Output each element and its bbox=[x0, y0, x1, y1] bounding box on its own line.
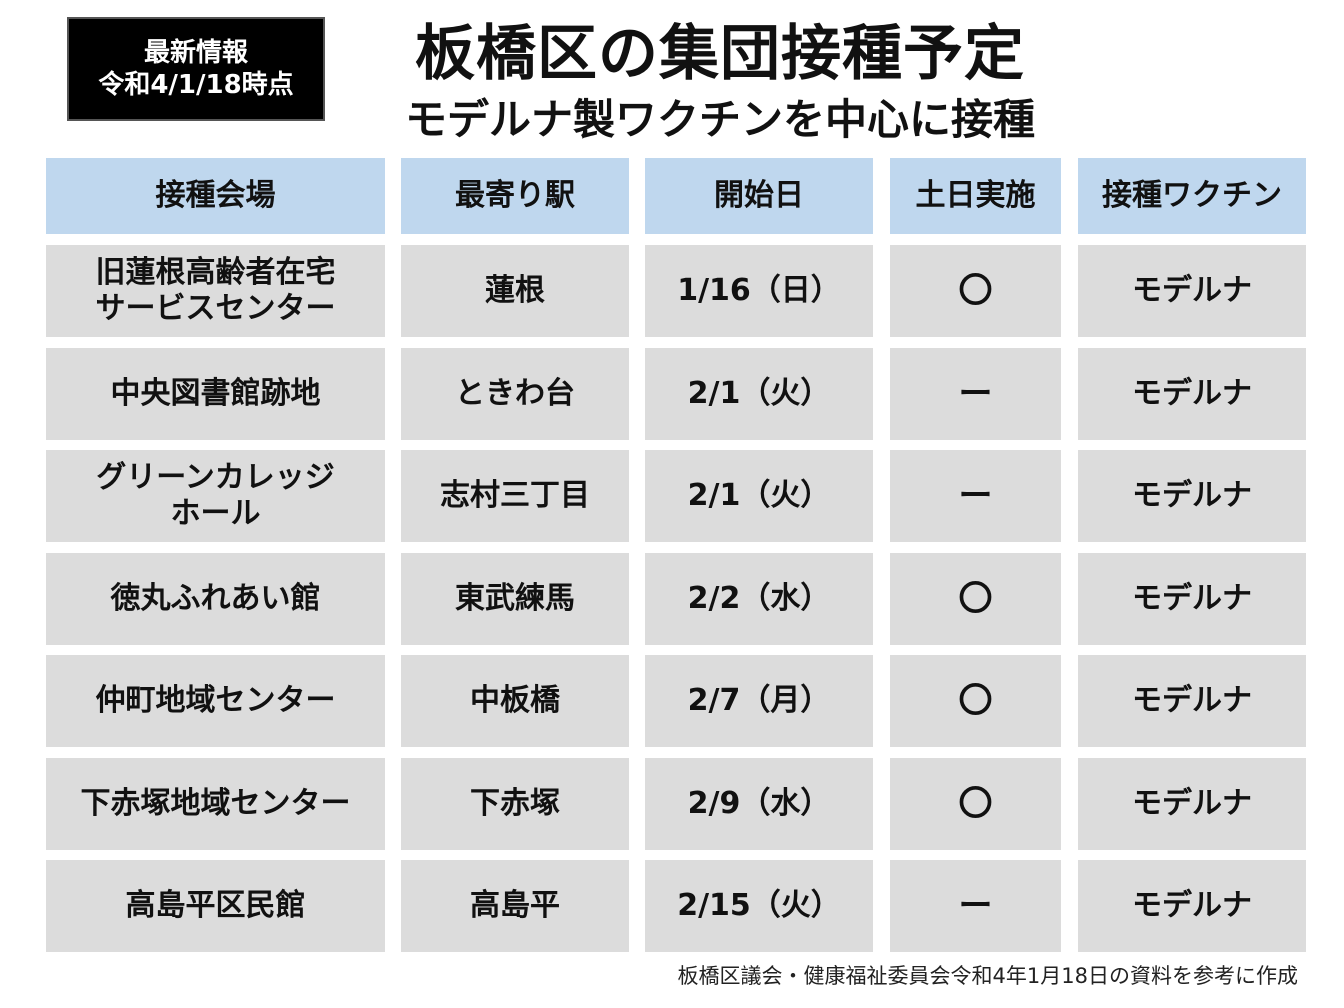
badge-label: 最新情報 bbox=[143, 37, 248, 68]
cell-venue: グリーンカレッジ ホール bbox=[46, 450, 385, 542]
cell-start-date: 2/9（水） bbox=[645, 758, 873, 850]
cell-venue: 高島平区民館 bbox=[46, 860, 385, 952]
cell-start-date: 2/1（火） bbox=[645, 348, 873, 440]
header-start-date: 開始日 bbox=[645, 158, 873, 234]
cell-start-date: 2/7（月） bbox=[645, 655, 873, 747]
cell-station: 高島平 bbox=[401, 860, 629, 952]
badge-date: 令和4/1/18時点 bbox=[98, 70, 294, 100]
cell-start-date: 2/2（水） bbox=[645, 553, 873, 645]
cell-start-date: 2/1（火） bbox=[645, 450, 873, 542]
cell-station: 下赤塚 bbox=[401, 758, 629, 850]
cell-station: ときわ台 bbox=[401, 348, 629, 440]
cell-start-date: 1/16（日） bbox=[645, 245, 873, 337]
cell-vaccine: モデルナ bbox=[1078, 655, 1306, 747]
cell-venue: 旧蓮根高齢者在宅 サービスセンター bbox=[46, 245, 385, 337]
cell-start-date: 2/15（火） bbox=[645, 860, 873, 952]
cell-weekend: ー bbox=[890, 860, 1061, 952]
cell-vaccine: モデルナ bbox=[1078, 553, 1306, 645]
cell-venue: 下赤塚地域センター bbox=[46, 758, 385, 850]
cell-station: 蓮根 bbox=[401, 245, 629, 337]
cell-weekend: ー bbox=[890, 348, 1061, 440]
source-note: 板橋区議会・健康福祉委員会令和4年1月18日の資料を参考に作成 bbox=[677, 964, 1298, 988]
cell-weekend: ー bbox=[890, 450, 1061, 542]
cell-vaccine: モデルナ bbox=[1078, 450, 1306, 542]
cell-weekend: 〇 bbox=[890, 245, 1061, 337]
header-station: 最寄り駅 bbox=[401, 158, 629, 234]
cell-venue: 仲町地域センター bbox=[46, 655, 385, 747]
cell-venue: 中央図書館跡地 bbox=[46, 348, 385, 440]
cell-station: 東武練馬 bbox=[401, 553, 629, 645]
cell-vaccine: モデルナ bbox=[1078, 860, 1306, 952]
cell-weekend: 〇 bbox=[890, 655, 1061, 747]
page-subtitle: モデルナ製ワクチンを中心に接種 bbox=[404, 95, 1035, 144]
header-venue: 接種会場 bbox=[46, 158, 385, 234]
cell-vaccine: モデルナ bbox=[1078, 245, 1306, 337]
latest-info-badge: 最新情報 令和4/1/18時点 bbox=[67, 17, 325, 121]
cell-weekend: 〇 bbox=[890, 553, 1061, 645]
cell-vaccine: モデルナ bbox=[1078, 348, 1306, 440]
cell-station: 中板橋 bbox=[401, 655, 629, 747]
header-weekend: 土日実施 bbox=[890, 158, 1061, 234]
page-title: 板橋区の集団接種予定 bbox=[415, 19, 1025, 89]
cell-vaccine: モデルナ bbox=[1078, 758, 1306, 850]
cell-station: 志村三丁目 bbox=[401, 450, 629, 542]
cell-venue: 徳丸ふれあい館 bbox=[46, 553, 385, 645]
header-vaccine: 接種ワクチン bbox=[1078, 158, 1306, 234]
cell-weekend: 〇 bbox=[890, 758, 1061, 850]
